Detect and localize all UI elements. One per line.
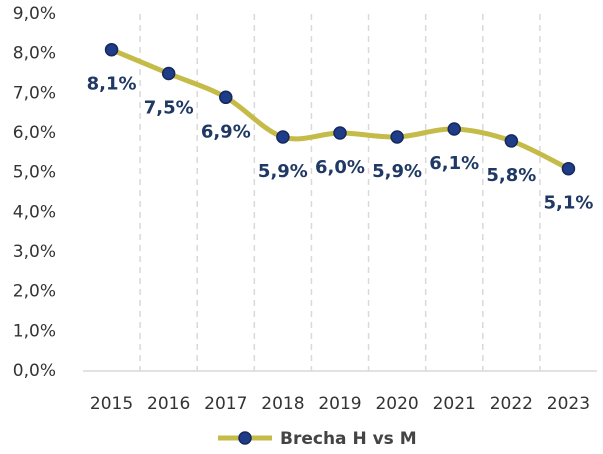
data-label: 6,0% <box>315 157 365 178</box>
marker <box>504 134 519 148</box>
x-tick-label: 2019 <box>318 394 361 414</box>
marker <box>561 161 576 176</box>
x-tick-label: 2016 <box>147 394 190 414</box>
x-tick-label: 2023 <box>547 394 590 414</box>
marker <box>333 126 347 140</box>
x-tick-label: 2020 <box>375 394 418 414</box>
data-label: 5,9% <box>258 161 308 182</box>
x-tick-label: 2018 <box>261 394 304 414</box>
marker <box>104 42 119 57</box>
marker <box>219 90 233 105</box>
marker <box>447 122 461 136</box>
y-tick-label: 8,0% <box>13 44 56 64</box>
y-tick-label: 1,0% <box>13 321 56 341</box>
y-tick-label: 7,0% <box>13 83 56 103</box>
marker <box>276 130 290 144</box>
x-tick-label: 2017 <box>204 394 247 414</box>
data-label: 6,1% <box>429 153 479 174</box>
y-tick-label: 0,0% <box>13 361 56 381</box>
x-tick-label: 2015 <box>90 394 133 414</box>
data-label: 5,9% <box>372 161 422 182</box>
legend-marker <box>238 431 252 445</box>
y-tick-label: 5,0% <box>13 163 56 183</box>
data-label: 5,8% <box>486 165 536 186</box>
data-label: 5,1% <box>543 193 593 214</box>
y-tick-label: 3,0% <box>13 242 56 262</box>
y-tick-label: 4,0% <box>13 202 56 222</box>
y-tick-label: 2,0% <box>13 282 56 302</box>
data-label: 7,5% <box>144 98 194 119</box>
x-tick-label: 2022 <box>490 394 533 414</box>
y-tick-label: 9,0% <box>13 4 56 24</box>
marker <box>161 66 176 81</box>
data-label: 8,1% <box>87 74 137 95</box>
y-tick-label: 6,0% <box>13 123 56 143</box>
legend-label: Brecha H vs M <box>280 429 417 449</box>
data-label: 6,9% <box>201 121 251 142</box>
marker <box>390 130 404 144</box>
x-tick-label: 2021 <box>433 394 476 414</box>
